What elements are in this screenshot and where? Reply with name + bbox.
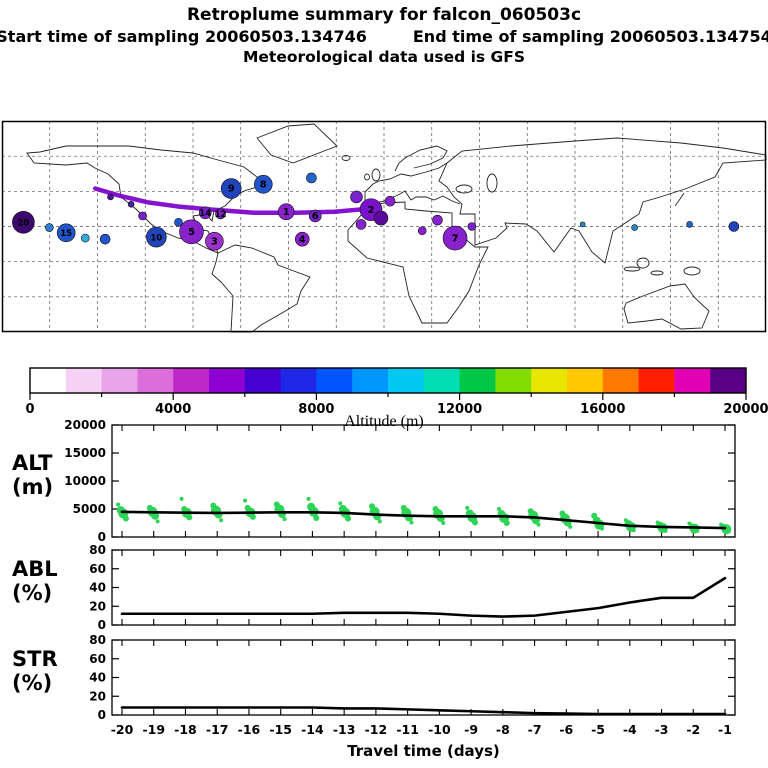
svg-text:0: 0 [98,618,106,632]
svg-text:6: 6 [312,211,319,222]
coastline-south-america [211,244,311,333]
colorbar-title: Altitude (m) [344,413,424,430]
map-border [1,120,767,333]
svg-text:60: 60 [89,562,106,576]
svg-text:12000: 12000 [437,402,482,417]
abl-chart: 0 20 40 60 80 [89,543,736,632]
coastline-asia [438,137,767,264]
coastline-japan [674,192,685,207]
coastline-australia [623,283,710,330]
svg-text:-4: -4 [623,722,637,737]
svg-text:-1: -1 [718,722,732,737]
svg-text:9: 9 [228,184,235,195]
svg-text:20000: 20000 [723,402,768,417]
svg-text:0: 0 [25,402,34,417]
svg-text:5: 5 [188,227,195,238]
svg-text:1: 1 [283,207,290,218]
svg-text:-2: -2 [686,722,700,737]
coastline-greenland [256,123,338,164]
coastline-sumatra [623,266,641,272]
coastline-new-guinea [683,266,701,276]
svg-text:-5: -5 [591,722,605,737]
met-data-label: Meteorological data used is GFS [242,48,526,66]
coastlines [26,123,767,333]
svg-text:-10: -10 [428,722,451,737]
svg-text:8000: 8000 [298,402,334,417]
svg-text:5000: 5000 [73,502,106,516]
svg-text:20: 20 [17,218,29,228]
svg-text:Travel time (days): Travel time (days) [347,742,500,760]
svg-text:2: 2 [368,205,375,216]
coastline-black-sea [455,184,473,194]
svg-text:-17: -17 [206,722,229,737]
map-gridlines [2,121,766,332]
svg-text:60: 60 [89,652,106,666]
str-axis-label: STR (%) [12,647,58,695]
svg-text:12: 12 [215,210,227,220]
svg-text:10000: 10000 [64,474,106,488]
svg-text:10: 10 [150,233,162,243]
end-time-label: End time of sampling 20060503.134754 [412,27,768,46]
svg-text:20: 20 [89,599,106,613]
svg-text:15000: 15000 [64,446,106,460]
page-title: Retroplume summary for falcon_060503c [186,5,582,25]
svg-text:15: 15 [60,229,72,239]
alt-axis-label: ALT (m) [12,451,54,499]
coastline-africa [347,201,489,324]
alt-chart: 0 5000 10000 15000 20000 [64,418,736,544]
svg-text:-20: -20 [111,722,134,737]
svg-text:4000: 4000 [155,402,191,417]
svg-text:-14: -14 [301,722,324,737]
svg-text:-6: -6 [559,722,573,737]
svg-text:-8: -8 [496,722,510,737]
svg-text:0: 0 [98,708,106,722]
abl-axis-label: ABL (%) [12,557,58,605]
svg-text:-7: -7 [528,722,542,737]
coastline-britain [371,168,381,182]
time-axis: -20 -19 -18 -17 -16 -15 -14 -13 -12 -11 -10 -9 -8 -7 -… [111,722,732,760]
coastline-ireland [364,173,370,181]
svg-text:-11: -11 [396,722,419,737]
svg-text:-13: -13 [333,722,356,737]
str-chart: 0 20 40 60 80 [89,633,736,722]
svg-text:20000: 20000 [64,418,106,432]
svg-text:8: 8 [260,180,267,191]
svg-text:-19: -19 [142,722,165,737]
svg-text:40: 40 [89,671,106,685]
coastline-iceland [341,155,351,161]
svg-text:7: 7 [452,233,459,244]
svg-text:14: 14 [199,209,211,219]
svg-text:-12: -12 [365,722,388,737]
svg-text:80: 80 [89,543,106,557]
svg-text:-18: -18 [174,722,197,737]
coastline-europe-north [364,162,448,193]
coastline-caspian-sea [486,173,498,193]
svg-text:-16: -16 [238,722,261,737]
svg-text:-15: -15 [269,722,292,737]
svg-text:40: 40 [89,581,106,595]
svg-text:80: 80 [89,633,106,647]
svg-text:-3: -3 [655,722,669,737]
altitude-colorbar: 0 4000 8000 12000 16000 20000 [25,367,768,417]
retroplume-track-line [92,186,374,216]
svg-text:3: 3 [211,236,218,247]
svg-text:16000: 16000 [580,402,625,417]
start-time-label: Start time of sampling 20060503.134746 [0,27,367,46]
svg-text:20: 20 [89,689,106,703]
svg-text:4: 4 [299,234,306,245]
sampling-times: Start time of sampling 20060503.134746 E… [0,27,768,46]
coastline-borneo [636,257,650,269]
coastline-java [650,270,664,276]
svg-text:-9: -9 [464,722,478,737]
coastline-scandinavia [394,145,448,172]
svg-text:0: 0 [98,530,106,544]
